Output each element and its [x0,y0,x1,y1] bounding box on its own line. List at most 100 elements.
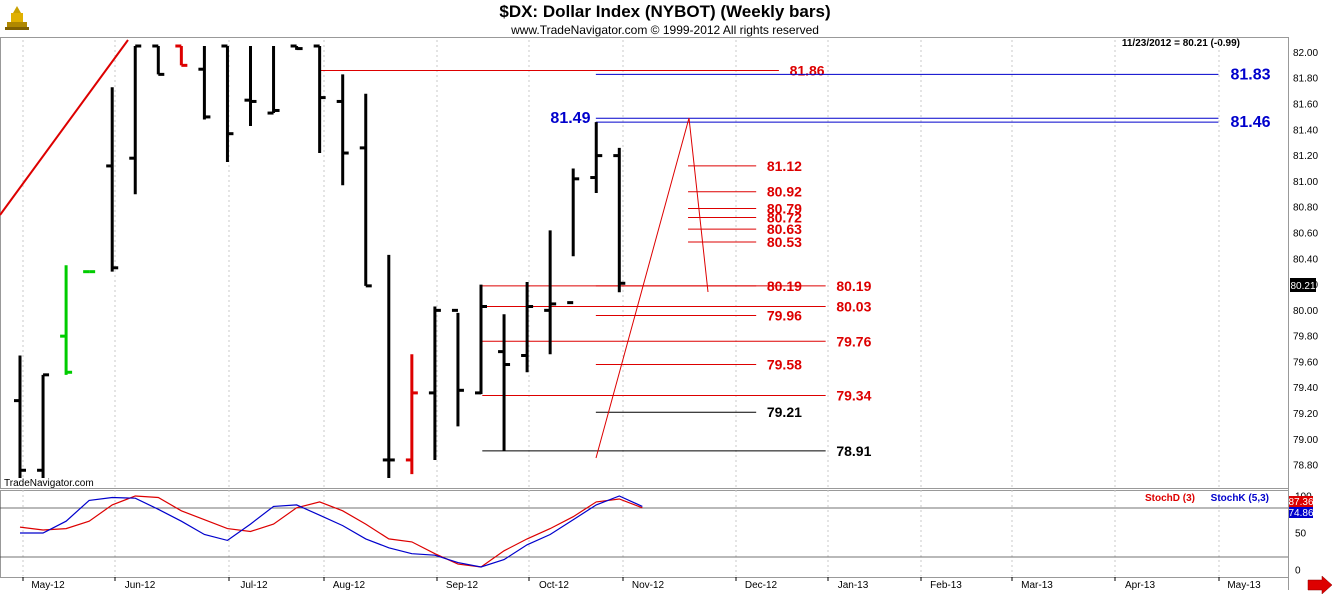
ohlc-bar [129,44,142,195]
price-level-label: 80.92 [767,184,802,200]
ohlc-bar [290,44,303,51]
stochd-line [19,495,643,568]
price-tick-label: 79.60 [1293,357,1318,368]
ohlc-bar [60,265,73,375]
price-level-label: 78.91 [836,443,871,459]
time-tick-label: Dec-12 [745,580,778,591]
ohlc-bar [405,354,418,475]
ohlc-bar [221,44,234,163]
price-level-label: 81.86 [790,63,825,79]
price-level-label: 80.63 [767,221,802,237]
ohlc-bar [567,168,580,305]
price-level-label: 79.34 [836,387,871,403]
ohlc-bar [313,44,326,154]
stoch-panel-border [0,490,1289,578]
price-tick-label: 81.20 [1293,151,1318,162]
stochd-legend: StochD (3) [1145,493,1195,504]
current-quote: 11/23/2012 = 80.21 (-0.99) [1122,38,1240,49]
ohlc-bar [590,122,603,194]
ohlc-bar [521,281,534,373]
price-level-label: 79.96 [767,308,802,324]
time-tick-label: Apr-13 [1125,580,1155,591]
price-level-label: 81.83 [1230,66,1270,83]
ohlc-bar [14,355,26,478]
price-tick-label: 79.40 [1293,383,1318,394]
ohlc-bar [498,314,511,451]
price-level-label: 79.21 [767,404,802,420]
ohlc-bar [336,74,349,186]
price-tick-label: 80.00 [1293,306,1318,317]
price-level-label: 79.58 [767,357,802,373]
ohlc-bar [244,46,257,126]
stochd-value: 87.36 [1288,497,1313,508]
time-tick-label: May-12 [31,580,65,591]
price-tick-label: 78.80 [1293,461,1318,472]
gridlines [22,40,1220,576]
ohlc-bar [198,46,211,120]
price-panel-border [0,37,1289,489]
time-tick-label: Nov-12 [632,580,665,591]
price-level-label: 80.53 [767,234,802,250]
ohlc-bar [267,46,280,115]
price-tick-label: 81.40 [1293,125,1318,136]
trade-navigator-logo [5,6,29,30]
time-tick-label: Oct-12 [539,580,569,591]
price-level-label: 81.46 [1230,114,1270,131]
stochk-line [20,495,643,568]
time-tick-label: Jan-13 [838,580,869,591]
price-level-label: 81.49 [550,110,590,127]
price-level-label: 80.79 [767,200,802,216]
ohlc-bar [451,308,464,427]
scroll-right-icon[interactable] [1307,575,1333,594]
stochk-value: 74.86 [1288,508,1313,519]
price-levels: 81.86 81.83 81.49 81.46 81.12 80.9280.7980.72… [319,63,1271,459]
ohlc-bar [428,306,441,460]
stochk-legend: StochK (5,3) [1211,493,1269,504]
ohlc-bar [152,44,165,76]
price-tick-label: 79.80 [1293,332,1318,343]
chart-title: $DX: Dollar Index (NYBOT) (Weekly bars) [499,2,830,21]
stochd-value-tag [1289,496,1313,507]
ohlc-bar [175,44,188,67]
price-tick-label: 80.80 [1293,203,1318,214]
time-tick-label: Sep-12 [446,580,479,591]
price-level-label: 80.72 [767,210,802,226]
ohlc-bars [14,44,626,478]
price-tick-label: 81.60 [1293,100,1318,111]
time-tick-label: Jun-12 [125,580,156,591]
stochk-value-tag [1289,507,1313,518]
ohlc-bar [106,87,119,272]
stoch-tick-label: 0 [1295,566,1301,577]
price-tick-label: 81.00 [1293,177,1318,188]
trendlines [0,39,709,459]
watermark: TradeNavigator.com [4,478,94,489]
current-price-tag [1290,278,1316,292]
price-axis: 82.00 81.80 81.60 81.40 81.20 81.00 80.80 80.60… [1293,48,1318,472]
price-tick-label: 80.40 [1293,254,1318,265]
price-level-label: 81.12 [767,158,802,174]
chart-subtitle: www.TradeNavigator.com © 1999-2012 All r… [510,23,819,37]
ohlc-bar [613,147,626,293]
trendline-red [0,39,129,216]
stoch-tick-label: 50 [1295,529,1307,540]
time-axis: May-12 Jun-12 Jul-12 Aug-12 Sep-12 Oct-12 Nov-… [22,577,1261,591]
price-level-label: 79.76 [836,333,871,349]
time-tick-label: May-13 [1227,580,1261,591]
ohlc-bar [382,254,395,478]
time-tick-label: Jul-12 [240,580,268,591]
price-level-label: 80.03 [836,298,871,314]
price-level-label: 80.19 [836,278,871,294]
trendline-swing [595,117,709,459]
time-tick-label: Feb-13 [930,580,962,591]
time-tick-label: Aug-12 [333,580,366,591]
price-tick-label: 82.00 [1293,48,1318,59]
price-tick-label: 81.80 [1293,74,1318,85]
ohlc-bar [544,230,557,355]
current-price-label: 80.21 [1290,281,1315,292]
price-tick-label: 80.60 [1293,228,1318,239]
ohlc-bar [37,373,50,478]
ohlc-bar [475,284,487,395]
ohlc-bar [359,93,372,288]
